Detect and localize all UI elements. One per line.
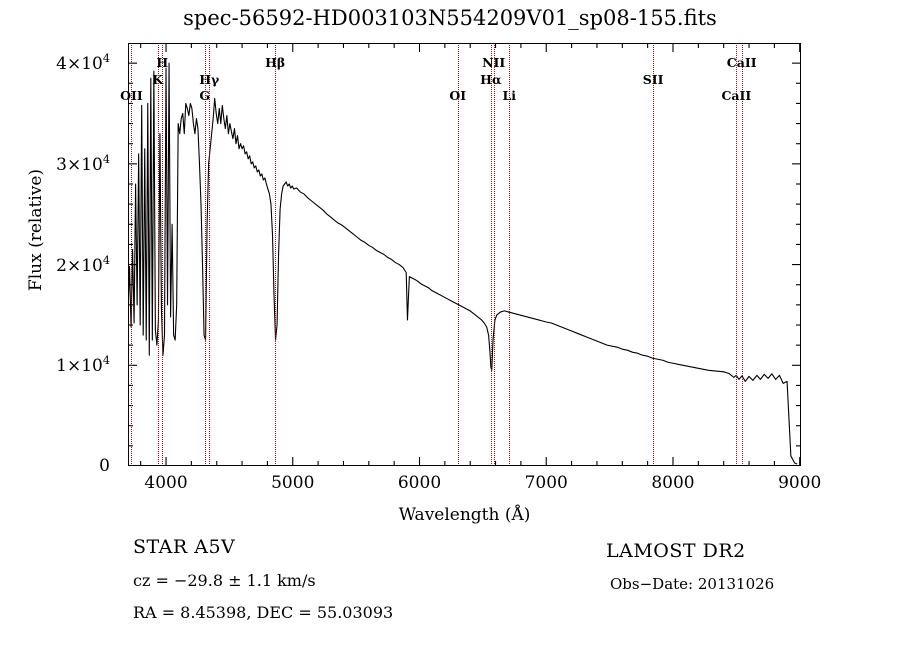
spectral-line-marker (131, 43, 133, 466)
spectral-line-marker (653, 43, 655, 466)
spectral-line-marker (741, 43, 743, 466)
spectral-line-marker (162, 43, 164, 466)
spectral-line-label: CaII (721, 88, 752, 103)
y-tick-label: 0 (99, 456, 110, 476)
spectral-line-marker (736, 43, 738, 466)
y-tick-label: 2×104 (56, 253, 110, 276)
spectral-line-marker (490, 43, 492, 466)
spectral-line-label: SII (642, 72, 664, 87)
spectral-line-marker (209, 43, 211, 466)
spectral-line-marker (157, 43, 159, 466)
y-tick-label: 1×104 (56, 354, 110, 377)
y-tick-label: 4×104 (56, 52, 110, 74)
x-tick-label: 8000 (651, 473, 695, 493)
x-tick-label: 7000 (524, 473, 568, 493)
y-axis-tick-labels: 0 1×104 2×104 3×104 4×104 (0, 43, 120, 476)
x-axis-tick-labels: 4000 5000 6000 7000 8000 9000 (128, 473, 821, 497)
footer-obs-date: Obs−Date: 20131026 (610, 575, 775, 593)
x-tick-label: 9000 (778, 473, 822, 493)
x-tick-label: 5000 (271, 473, 315, 493)
footer-survey-name: LAMOST DR2 (606, 540, 746, 562)
spectral-line-label: K (152, 72, 164, 87)
spectral-line-label: OII (120, 88, 143, 103)
spectral-line-marker (457, 43, 459, 466)
spectral-line-marker (275, 43, 277, 466)
spectral-line-label: CaII (726, 55, 757, 70)
spectral-line-marker (493, 43, 495, 466)
y-tick-label: 3×104 (56, 153, 110, 175)
spectral-line-label: Li (502, 88, 517, 103)
spectral-line-label: NII (482, 55, 506, 70)
spectral-line-label: Hγ (199, 72, 220, 87)
spectral-line-label: OI (449, 88, 467, 103)
spectral-line-label: G (199, 88, 211, 103)
axis-ticks (128, 43, 801, 466)
spectral-line-label: Hα (480, 72, 502, 87)
spectral-line-label: H (156, 55, 169, 70)
spectral-line-marker (204, 43, 206, 466)
x-tick-label: 4000 (144, 473, 188, 493)
y-axis-title: Flux (relative) (26, 168, 46, 292)
spectral-line-label: Hβ (265, 55, 286, 70)
footer-coordinates: RA = 8.45398, DEC = 55.03093 (133, 603, 394, 622)
page-title: spec-56592-HD003103N554209V01_sp08-155.f… (183, 6, 717, 30)
spectrum-curve (128, 62, 798, 465)
plot-area (128, 43, 801, 466)
footer-object-type: STAR A5V (133, 536, 236, 558)
footer-redshift: cz = −29.8 ± 1.1 km/s (133, 571, 316, 590)
spectral-line-marker (509, 43, 511, 466)
x-tick-label: 6000 (397, 473, 442, 493)
x-axis-title: Wavelength (Å) (398, 505, 531, 525)
